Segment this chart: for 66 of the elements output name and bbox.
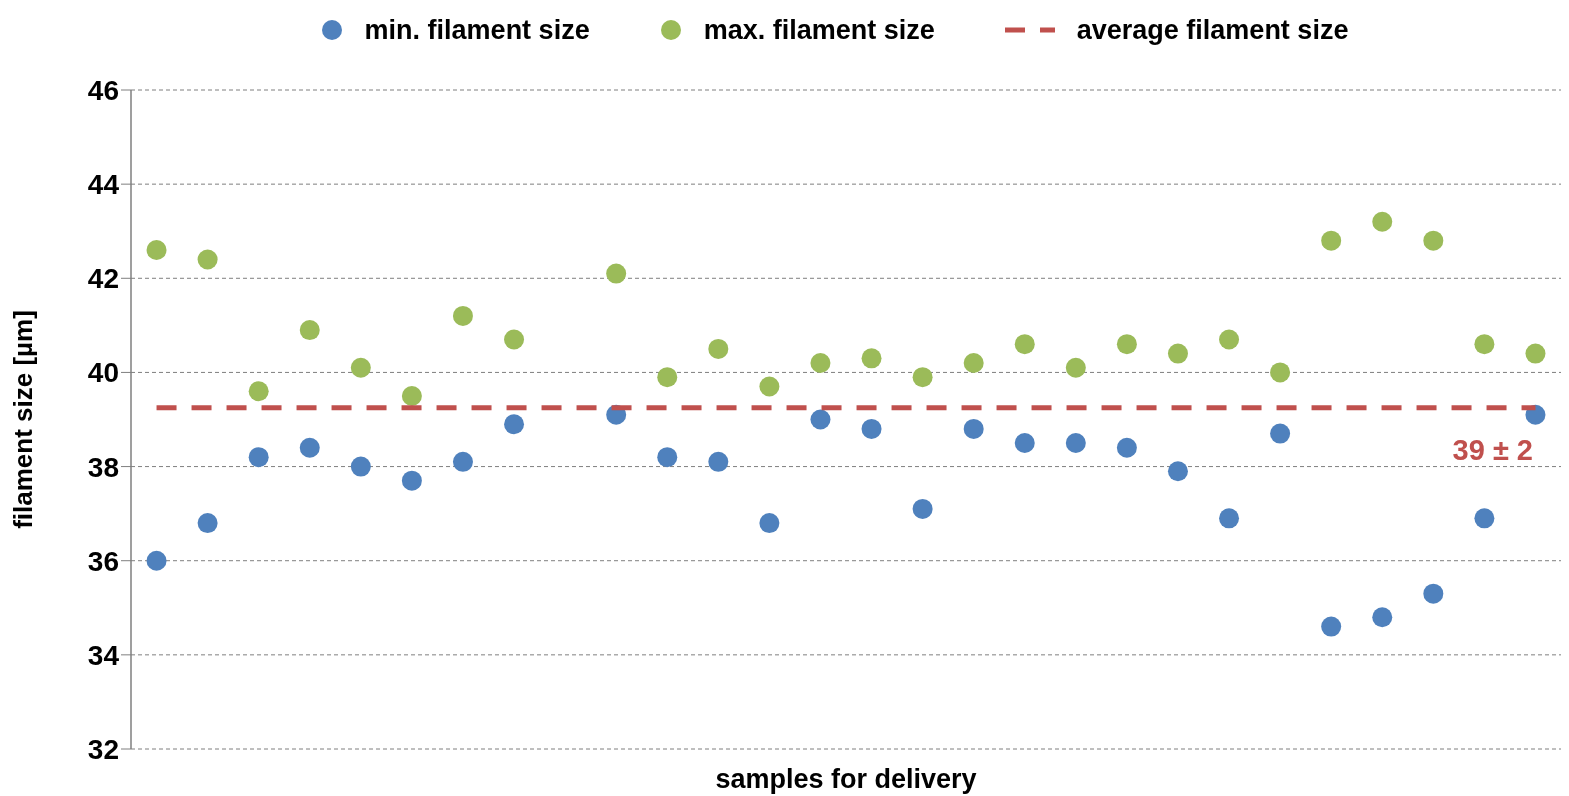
point: [606, 263, 627, 284]
point: [759, 376, 780, 397]
y-tick-label: 32: [87, 733, 119, 765]
point: [708, 338, 729, 359]
point: [1219, 329, 1240, 350]
point: [1219, 508, 1240, 529]
point: [299, 437, 320, 458]
point: [401, 385, 422, 406]
point: [861, 418, 882, 439]
point: [350, 357, 371, 378]
point: [248, 447, 269, 468]
point: [1474, 508, 1495, 529]
point: [657, 447, 678, 468]
point: [963, 353, 984, 374]
point: [912, 367, 933, 388]
point: [146, 240, 167, 261]
point: [248, 381, 269, 402]
point: [1270, 362, 1291, 383]
point: [1167, 461, 1188, 482]
point: [1014, 433, 1035, 454]
y-tick-label: 38: [87, 451, 119, 483]
point: [146, 550, 167, 571]
y-tick-label: 34: [87, 639, 120, 671]
point: [1116, 334, 1137, 355]
point: [197, 513, 218, 534]
legend-label: average filament size: [1076, 14, 1349, 46]
point: [861, 348, 882, 369]
point: [504, 414, 525, 435]
point: [1065, 357, 1086, 378]
annotation: 39 ± 2: [1452, 434, 1533, 467]
x-axis-title: samples for delivery: [715, 764, 977, 794]
point: [657, 367, 678, 388]
y-tick-label: 40: [87, 357, 119, 389]
point: [708, 451, 729, 472]
point: [1167, 343, 1188, 364]
point: [759, 513, 780, 534]
point: [1321, 230, 1342, 251]
y-tick-label: 44: [87, 169, 120, 201]
point: [401, 470, 422, 491]
point: [1372, 607, 1393, 628]
point: [810, 353, 831, 374]
point: [1423, 583, 1444, 604]
point: [1474, 334, 1495, 355]
legend-label: min. filament size: [364, 14, 590, 46]
point: [810, 409, 831, 430]
point: [452, 305, 473, 326]
point: [1423, 230, 1444, 251]
legend-label: max. filament size: [703, 14, 935, 46]
y-tick-label: 42: [87, 263, 119, 295]
point: [1116, 437, 1137, 458]
point: [350, 456, 371, 477]
point: [1321, 616, 1342, 637]
y-axis-title: filament size [µm]: [8, 310, 39, 529]
point: [1270, 423, 1291, 444]
point: [1372, 211, 1393, 232]
point: [1014, 334, 1035, 355]
point: [963, 418, 984, 439]
point: [1525, 343, 1546, 364]
point: [912, 498, 933, 519]
y-tick-label: 46: [87, 74, 119, 106]
y-tick-label: 36: [87, 545, 119, 577]
point: [504, 329, 525, 350]
point: [1065, 433, 1086, 454]
point: [299, 320, 320, 341]
point: [197, 249, 218, 270]
point: [452, 451, 473, 472]
